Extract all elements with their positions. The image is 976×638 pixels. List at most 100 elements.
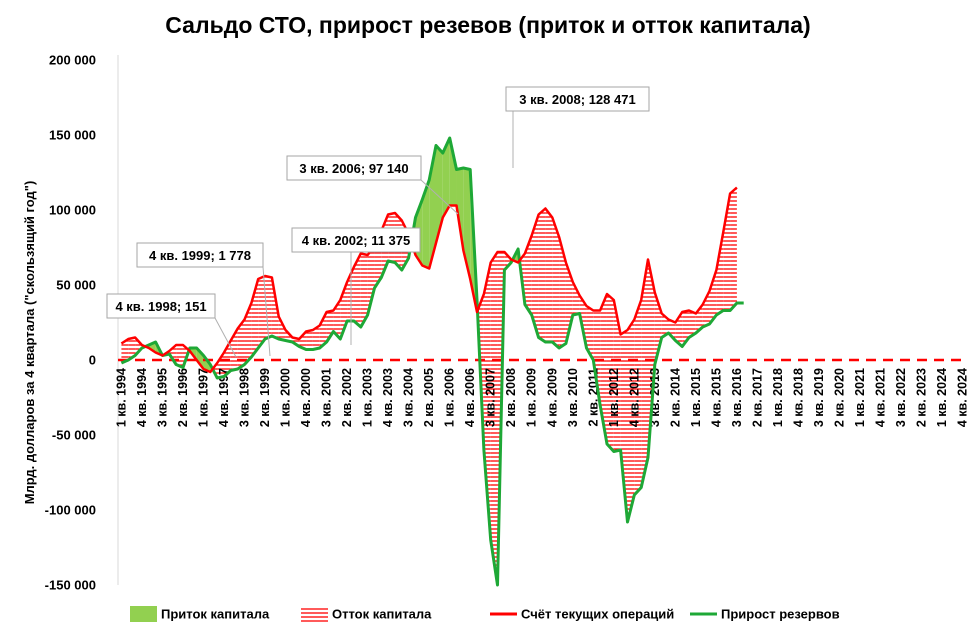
outflow-area-segment [634, 300, 642, 495]
legend-swatch-inflow [130, 606, 157, 622]
x-tick-label: 3 кв. 2019 [812, 368, 826, 427]
callouts: 4 кв. 1998; 151 4 кв. 1999; 1 778 4 кв. 20… [106, 86, 650, 358]
x-tick-label: 2 кв. 1996 [176, 368, 190, 427]
outflow-area-segment [723, 193, 731, 311]
current-account-line [120, 186, 738, 374]
chart-title: Сальдо СТО, прирост резевов (приток и от… [165, 12, 811, 38]
callout-leader [420, 179, 459, 215]
callout-box [291, 227, 421, 253]
outflow-area-segment [258, 276, 266, 348]
x-tick-label: 2 кв. 1999 [258, 368, 272, 427]
inflow-area-segment [196, 348, 204, 369]
y-tick-label: 0 [89, 353, 96, 368]
x-tick-label: 1 кв. 2003 [361, 368, 375, 427]
y-tick-label: 150 000 [49, 128, 96, 143]
outflow-area-segment [490, 252, 498, 585]
outflow-area-segment [306, 330, 313, 350]
callout-box [505, 86, 650, 112]
outflow-area-segment [128, 337, 136, 360]
outflow-area-segment [709, 270, 717, 324]
callout-box [136, 242, 264, 268]
callout-label: 3 кв. 2008; 128 471 [519, 92, 635, 107]
reserves-line [120, 136, 744, 587]
outflow-area-segment [606, 294, 614, 452]
outflow-area-segment [613, 300, 621, 452]
inflow-area-segment [422, 180, 430, 269]
outflow-area-segment [312, 325, 320, 350]
outflow-area-segment [641, 259, 648, 488]
legend-label: Приток капитала [161, 607, 270, 622]
legend-label: Счёт текущих операций [521, 607, 674, 622]
x-tick-label: 2 кв. 2008 [504, 368, 518, 427]
outflow-area-segment [627, 319, 635, 522]
outflow-area-segment [265, 276, 272, 339]
callout-leader [262, 266, 271, 357]
outflow-area-segment [716, 232, 724, 315]
inflow-area-segment [436, 145, 443, 243]
legend-swatch-outflow [301, 606, 328, 622]
x-tick-label: 4 кв. 2021 [874, 368, 888, 427]
x-tick-label: 4 кв. 2018 [791, 368, 805, 427]
x-tick-label: 3 кв. 1998 [238, 368, 252, 427]
outflow-area-segment [620, 330, 628, 522]
y-tick-label: -50 000 [52, 428, 96, 443]
x-tick-label: 4 кв. 2024 [956, 368, 970, 427]
outflow-area-segment [531, 214, 539, 338]
outflow-area-segment [353, 253, 361, 327]
outflow-area-segment [559, 237, 566, 348]
x-tick-label: 1 кв. 2021 [853, 368, 867, 427]
x-tick-label: 1 кв. 2015 [689, 368, 703, 427]
series-lines [120, 136, 744, 587]
y-tick-label: 50 000 [56, 278, 96, 293]
x-tick-label: 4 кв. 1997 [217, 368, 231, 427]
x-tick-label: 2 кв. 2017 [750, 368, 764, 427]
x-tick-label: 3 кв. 2004 [402, 368, 416, 427]
callout-leader [214, 317, 237, 358]
outflow-area-segment [586, 306, 594, 360]
y-tick-label: 200 000 [49, 53, 96, 68]
x-tick-label: 3 кв. 2007 [484, 368, 498, 427]
x-tick-label: 4 кв. 2015 [709, 368, 723, 427]
x-tick-label: 3 кв. 2022 [894, 368, 908, 427]
y-tick-label: -100 000 [45, 503, 96, 518]
inflow-area-segment [449, 138, 457, 206]
inflow-area-segment [463, 168, 471, 279]
outflow-area-segment [702, 291, 710, 327]
callout-label: 4 кв. 1999; 1 778 [149, 248, 251, 263]
outflow-area-segment [367, 246, 375, 315]
x-tick-label: 4 кв. 2009 [545, 368, 559, 427]
x-tick-label: 2 кв. 2005 [422, 368, 436, 427]
x-tick-label: 1 кв. 1997 [196, 368, 210, 427]
x-tick-label: 2 кв. 2002 [340, 368, 354, 427]
x-tick-label: 1 кв. 1994 [114, 368, 128, 427]
x-tick-label: 4 кв. 2000 [299, 368, 313, 427]
outflow-area-segment [545, 208, 553, 342]
outflow-area-segment [552, 217, 560, 348]
outflow-area-segment [593, 310, 601, 405]
outflow-area-segment [668, 319, 676, 341]
outflow-area-segment [572, 282, 580, 315]
y-tick-label: -150 000 [45, 578, 96, 593]
outflow-area-segment [121, 339, 129, 363]
outflow-area-segment [299, 331, 307, 350]
outflow-area-segment [237, 319, 245, 369]
callout-label: 4 кв. 1998; 151 [115, 299, 206, 314]
legend: Приток капитала Отток капитала Счёт текущи… [130, 606, 840, 622]
x-tick-label: 1 кв. 2024 [935, 368, 949, 427]
x-tick-label: 4 кв. 2006 [463, 368, 477, 427]
inflow-area-segment [456, 168, 464, 251]
x-tick-label: 2 кв. 2014 [668, 368, 682, 427]
x-tick-label: 4 кв. 1994 [135, 368, 149, 427]
callout-box [106, 293, 216, 319]
legend-label: Отток капитала [332, 607, 432, 622]
x-tick-label: 4 кв. 2012 [627, 368, 641, 427]
y-axis-title: Млрд. долларов за 4 квартала ("скользящи… [22, 181, 37, 505]
inflow-area-segment [442, 138, 450, 218]
x-tick-label: 4 кв. 2003 [381, 368, 395, 427]
x-tick-label: 1 кв. 2012 [607, 368, 621, 427]
x-tick-label: 1 кв. 2006 [443, 368, 457, 427]
capital-flow-areas [121, 138, 737, 585]
outflow-area-segment [524, 235, 532, 315]
callout-label: 4 кв. 2002; 11 375 [302, 233, 410, 248]
